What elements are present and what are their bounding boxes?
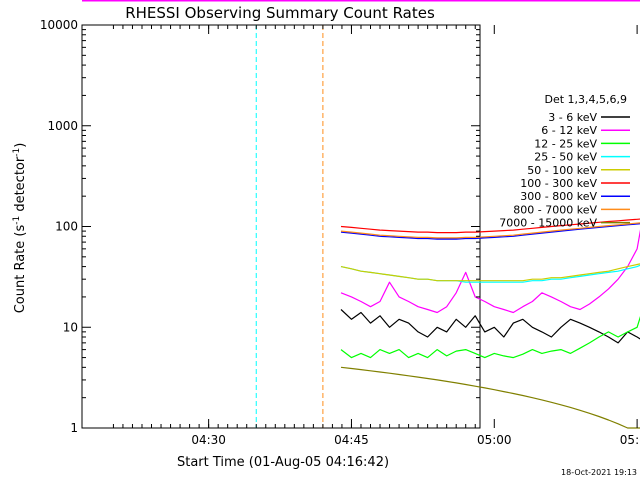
x-axis-label: Start Time (01-Aug-05 04:16:42) xyxy=(177,455,389,470)
legend-label: 7000 - 15000 keV xyxy=(499,217,597,230)
y-tick-label: 10 xyxy=(63,320,78,334)
y-tick-label: 1 xyxy=(70,421,78,435)
chart-title: RHESSI Observing Summary Count Rates xyxy=(125,4,435,22)
x-tick-label: 04:30 xyxy=(191,433,226,447)
state-label-aq: AQ xyxy=(85,0,100,3)
legend-label: 6 - 12 keV xyxy=(541,124,597,137)
y-axis-label-part: -1 xyxy=(12,216,22,225)
y-axis-label-part: ) xyxy=(13,143,28,148)
legend-label: 12 - 25 keV xyxy=(534,137,597,150)
series-line xyxy=(340,316,640,359)
series-line xyxy=(340,223,640,240)
legend-label: 300 - 800 keV xyxy=(520,190,597,203)
series-line xyxy=(340,218,640,234)
y-axis: 1 10 100 1000 10000 xyxy=(40,18,480,435)
timestamp: 18-Oct-2021 19:13 xyxy=(561,468,637,477)
y-tick-label: 10000 xyxy=(40,18,78,32)
legend-label: 800 - 7000 keV xyxy=(513,203,597,216)
legend-label: 3 - 6 keV xyxy=(548,111,597,124)
x-tick-label: 04:45 xyxy=(334,433,369,447)
series-line xyxy=(340,263,640,282)
y-axis-label-part: Count Rate (s xyxy=(13,225,28,314)
legend-title: Det 1,3,4,5,6,9 xyxy=(544,93,627,106)
legend-label: 50 - 100 keV xyxy=(527,164,597,177)
vertical-markers xyxy=(255,25,324,428)
series-line xyxy=(340,309,640,344)
x-tick-label: 05:15 xyxy=(620,433,640,447)
y-tick-label: 100 xyxy=(55,220,78,234)
legend-label: 100 - 300 keV xyxy=(520,177,597,190)
state-bars: SNFFD1FD2RD0RD6A1AQ xyxy=(82,0,640,3)
series-line xyxy=(340,222,640,239)
series-line xyxy=(340,229,640,314)
y-tick-label: 1000 xyxy=(47,119,78,133)
y-axis-label-part: -1 xyxy=(12,148,22,157)
legend-label: 25 - 50 keV xyxy=(534,151,597,164)
y-axis-label: Count Rate (s-1 detector-1) xyxy=(12,143,28,314)
y-axis-label-part: detector xyxy=(13,156,28,216)
x-tick-label: 05:00 xyxy=(477,433,512,447)
